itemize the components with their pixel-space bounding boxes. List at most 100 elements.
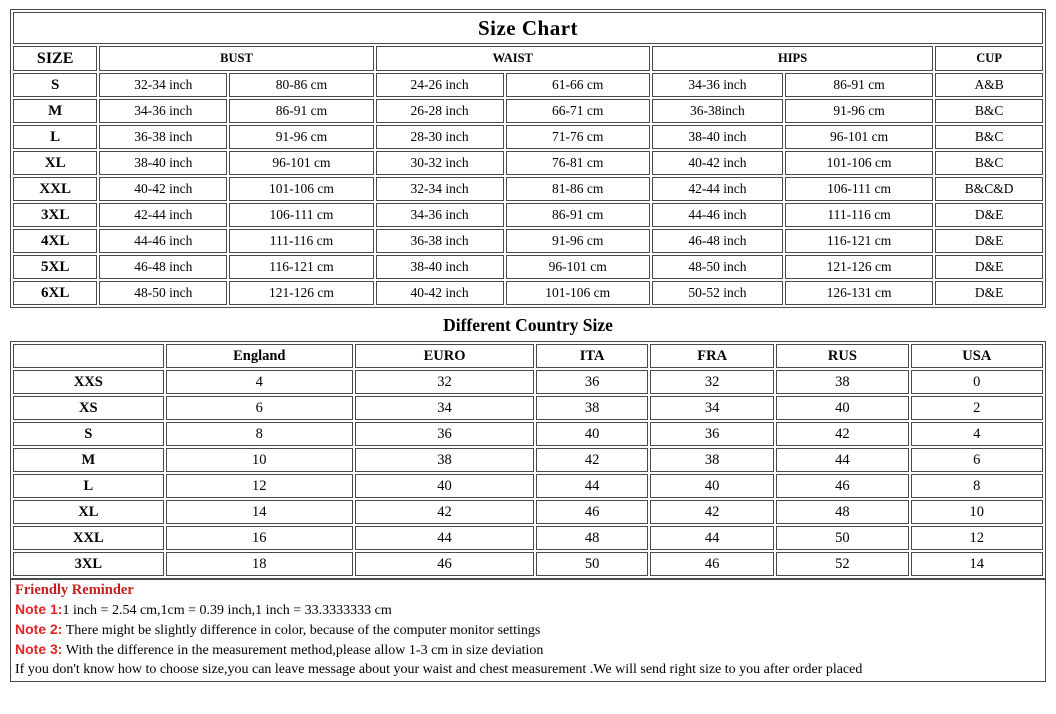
size-label: XXL — [13, 177, 98, 201]
cell-ita: 44 — [536, 474, 649, 498]
page-title: Size Chart — [13, 12, 1043, 44]
cell-euro: 40 — [354, 474, 535, 498]
cell-hips-inch: 44-46 inch — [651, 203, 783, 227]
note-text: 1 inch = 2.54 cm,1cm = 0.39 inch,1 inch … — [62, 603, 392, 618]
notes-heading: Friendly Reminder — [15, 582, 134, 598]
table-row: M 34-36 inch 86-91 cm 26-28 inch 66-71 c… — [13, 99, 1043, 123]
cell-waist-cm: 76-81 cm — [505, 151, 650, 175]
cell-euro: 32 — [354, 370, 535, 394]
country-size-title: Different Country Size — [443, 315, 613, 335]
note-line: Note 3: With the difference in the measu… — [15, 640, 1041, 660]
cell-bust-inch: 46-48 inch — [99, 255, 228, 279]
cell-hips-cm: 91-96 cm — [784, 99, 934, 123]
cell-bust-inch: 48-50 inch — [99, 281, 228, 305]
note-text: With the difference in the measurement m… — [62, 643, 544, 658]
cell-waist-inch: 30-32 inch — [375, 151, 504, 175]
country-size-table: England EURO ITA FRA RUS USA XXS 4 32 36… — [10, 341, 1046, 579]
cell-bust-cm: 106-111 cm — [229, 203, 374, 227]
cell-bust-cm: 101-106 cm — [229, 177, 374, 201]
cell-fra: 46 — [650, 552, 775, 576]
size-label: M — [13, 448, 164, 472]
cell-usa: 12 — [910, 526, 1043, 550]
column-header-england: England — [165, 344, 353, 368]
cell-rus: 50 — [776, 526, 909, 550]
cell-hips-cm: 126-131 cm — [784, 281, 934, 305]
size-label: M — [13, 99, 98, 123]
cell-ita: 40 — [536, 422, 649, 446]
cell-ita: 46 — [536, 500, 649, 524]
cell-fra: 32 — [650, 370, 775, 394]
cell-cup: B&C&D — [935, 177, 1043, 201]
size-chart-sheet: Size Chart SIZE BUST WAIST HIPS CUP S 32… — [10, 9, 1046, 682]
size-label: 3XL — [13, 203, 98, 227]
cell-usa: 4 — [910, 422, 1043, 446]
cell-bust-inch: 34-36 inch — [99, 99, 228, 123]
cell-fra: 36 — [650, 422, 775, 446]
cell-bust-inch: 36-38 inch — [99, 125, 228, 149]
cell-waist-inch: 36-38 inch — [375, 229, 504, 253]
table-row: 5XL 46-48 inch 116-121 cm 38-40 inch 96-… — [13, 255, 1043, 279]
cell-euro: 38 — [354, 448, 535, 472]
cell-hips-inch: 50-52 inch — [651, 281, 783, 305]
cell-cup: D&E — [935, 203, 1043, 227]
cell-england: 4 — [165, 370, 353, 394]
cell-waist-inch: 26-28 inch — [375, 99, 504, 123]
cell-rus: 42 — [776, 422, 909, 446]
cell-waist-inch: 34-36 inch — [375, 203, 504, 227]
cell-england: 6 — [165, 396, 353, 420]
cell-rus: 40 — [776, 396, 909, 420]
cell-cup: D&E — [935, 281, 1043, 305]
column-header-row: SIZE BUST WAIST HIPS CUP — [13, 46, 1043, 71]
table-row: XXS 4 32 36 32 38 0 — [13, 370, 1043, 394]
cell-usa: 2 — [910, 396, 1043, 420]
cell-england: 8 — [165, 422, 353, 446]
cell-bust-cm: 86-91 cm — [229, 99, 374, 123]
note-line: Note 1:1 inch = 2.54 cm,1cm = 0.39 inch,… — [15, 600, 1041, 620]
note-label: Note 1: — [15, 601, 63, 617]
table-row: S 32-34 inch 80-86 cm 24-26 inch 61-66 c… — [13, 73, 1043, 97]
cell-hips-inch: 34-36 inch — [651, 73, 783, 97]
table-row: L 12 40 44 40 46 8 — [13, 474, 1043, 498]
cell-bust-inch: 38-40 inch — [99, 151, 228, 175]
table-row: 3XL 18 46 50 46 52 14 — [13, 552, 1043, 576]
size-chart-table: Size Chart SIZE BUST WAIST HIPS CUP S 32… — [10, 9, 1046, 308]
cell-cup: A&B — [935, 73, 1043, 97]
column-header-hips: HIPS — [651, 46, 934, 71]
cell-euro: 42 — [354, 500, 535, 524]
table-title-row: Size Chart — [13, 12, 1043, 44]
table-row: XL 14 42 46 42 48 10 — [13, 500, 1043, 524]
cell-bust-inch: 32-34 inch — [99, 73, 228, 97]
size-label: L — [13, 125, 98, 149]
size-label: XL — [13, 500, 164, 524]
cell-bust-inch: 42-44 inch — [99, 203, 228, 227]
cell-england: 12 — [165, 474, 353, 498]
cell-usa: 14 — [910, 552, 1043, 576]
cell-fra: 40 — [650, 474, 775, 498]
table-row: L 36-38 inch 91-96 cm 28-30 inch 71-76 c… — [13, 125, 1043, 149]
cell-ita: 48 — [536, 526, 649, 550]
cell-hips-inch: 36-38inch — [651, 99, 783, 123]
cell-hips-inch: 40-42 inch — [651, 151, 783, 175]
cell-ita: 50 — [536, 552, 649, 576]
cell-waist-cm: 86-91 cm — [505, 203, 650, 227]
cell-euro: 34 — [354, 396, 535, 420]
cell-bust-cm: 111-116 cm — [229, 229, 374, 253]
size-label: S — [13, 422, 164, 446]
cell-rus: 48 — [776, 500, 909, 524]
cell-bust-inch: 40-42 inch — [99, 177, 228, 201]
cell-waist-cm: 81-86 cm — [505, 177, 650, 201]
cell-rus: 46 — [776, 474, 909, 498]
table-row: S 8 36 40 36 42 4 — [13, 422, 1043, 446]
cell-hips-inch: 38-40 inch — [651, 125, 783, 149]
note-text: There might be slightly difference in co… — [62, 623, 541, 638]
size-label: XS — [13, 396, 164, 420]
table-row: 4XL 44-46 inch 111-116 cm 36-38 inch 91-… — [13, 229, 1043, 253]
table-row: 6XL 48-50 inch 121-126 cm 40-42 inch 101… — [13, 281, 1043, 305]
cell-waist-cm: 61-66 cm — [505, 73, 650, 97]
notes-footer: If you don't know how to choose size,you… — [15, 662, 863, 677]
cell-hips-inch: 42-44 inch — [651, 177, 783, 201]
cell-rus: 44 — [776, 448, 909, 472]
cell-euro: 36 — [354, 422, 535, 446]
cell-bust-cm: 96-101 cm — [229, 151, 374, 175]
table-row: 3XL 42-44 inch 106-111 cm 34-36 inch 86-… — [13, 203, 1043, 227]
